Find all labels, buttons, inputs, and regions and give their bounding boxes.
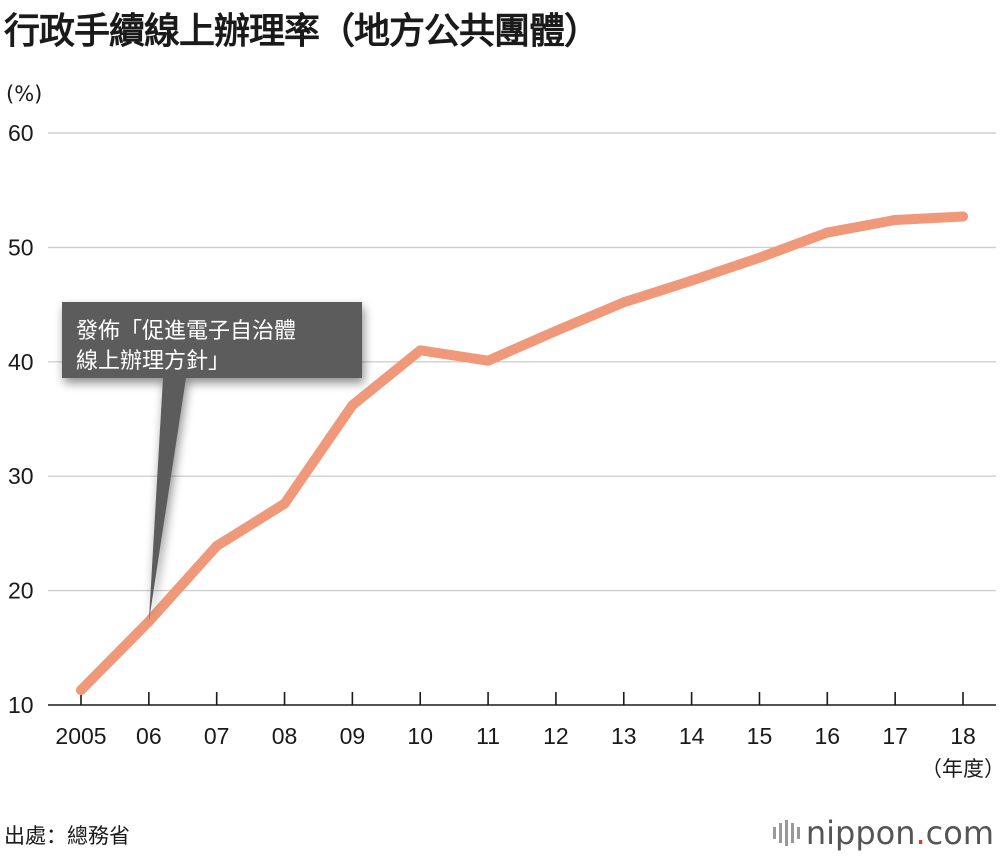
data-point — [76, 685, 86, 696]
data-point — [483, 355, 494, 366]
x-tick-label: 08 — [272, 723, 298, 749]
data-point — [211, 540, 222, 551]
logo-bars-icon — [772, 820, 800, 846]
x-tick-label: 11 — [476, 723, 500, 749]
y-axis-unit: (%) — [6, 82, 42, 106]
x-tick-label: 09 — [340, 723, 366, 749]
x-tick-label: 2005 — [55, 723, 106, 749]
x-tick-label: 15 — [747, 723, 773, 749]
data-point — [890, 214, 901, 225]
series-line — [76, 211, 968, 696]
y-tick-label: 10 — [8, 692, 34, 718]
x-axis-unit: （年度） — [921, 757, 1000, 781]
y-tick-label: 20 — [8, 578, 34, 604]
chart-title: 行政手續線上辦理率（地方公共團體） — [4, 11, 600, 52]
data-point — [822, 227, 833, 238]
logo-dot: . — [915, 814, 926, 852]
nippon-logo: nippon. com — [772, 814, 994, 852]
data-point — [415, 345, 426, 356]
x-tick-label: 10 — [407, 723, 433, 749]
x-tick-label: 18 — [950, 723, 976, 749]
x-tick-label: 07 — [204, 723, 230, 749]
x-tick-label: 14 — [679, 723, 705, 749]
annotation-pointer — [148, 378, 186, 622]
data-point — [686, 275, 697, 286]
data-point — [347, 400, 358, 411]
x-tick-label: 13 — [611, 723, 637, 749]
data-point — [958, 211, 968, 222]
data-point — [618, 297, 629, 308]
y-tick-label: 30 — [8, 463, 34, 489]
annotation-text: 線上辦理方針」 — [76, 349, 230, 374]
source-note: 出處：總務省 — [4, 824, 130, 848]
y-tick-label: 40 — [8, 349, 34, 375]
data-point — [550, 325, 561, 336]
annotation-text: 發佈「促進電子自治體 — [76, 319, 296, 344]
y-tick-label: 50 — [8, 234, 34, 260]
y-tick-label: 60 — [8, 120, 34, 146]
data-point — [754, 252, 765, 263]
x-tick-label: 17 — [882, 723, 908, 749]
data-point — [279, 498, 290, 509]
annotation-box — [62, 302, 362, 378]
x-tick-label: 16 — [815, 723, 841, 749]
logo-suffix: com — [925, 814, 994, 852]
x-tick-label: 12 — [543, 723, 569, 749]
x-tick-label: 06 — [136, 723, 162, 749]
logo-name: nippon — [805, 814, 916, 852]
